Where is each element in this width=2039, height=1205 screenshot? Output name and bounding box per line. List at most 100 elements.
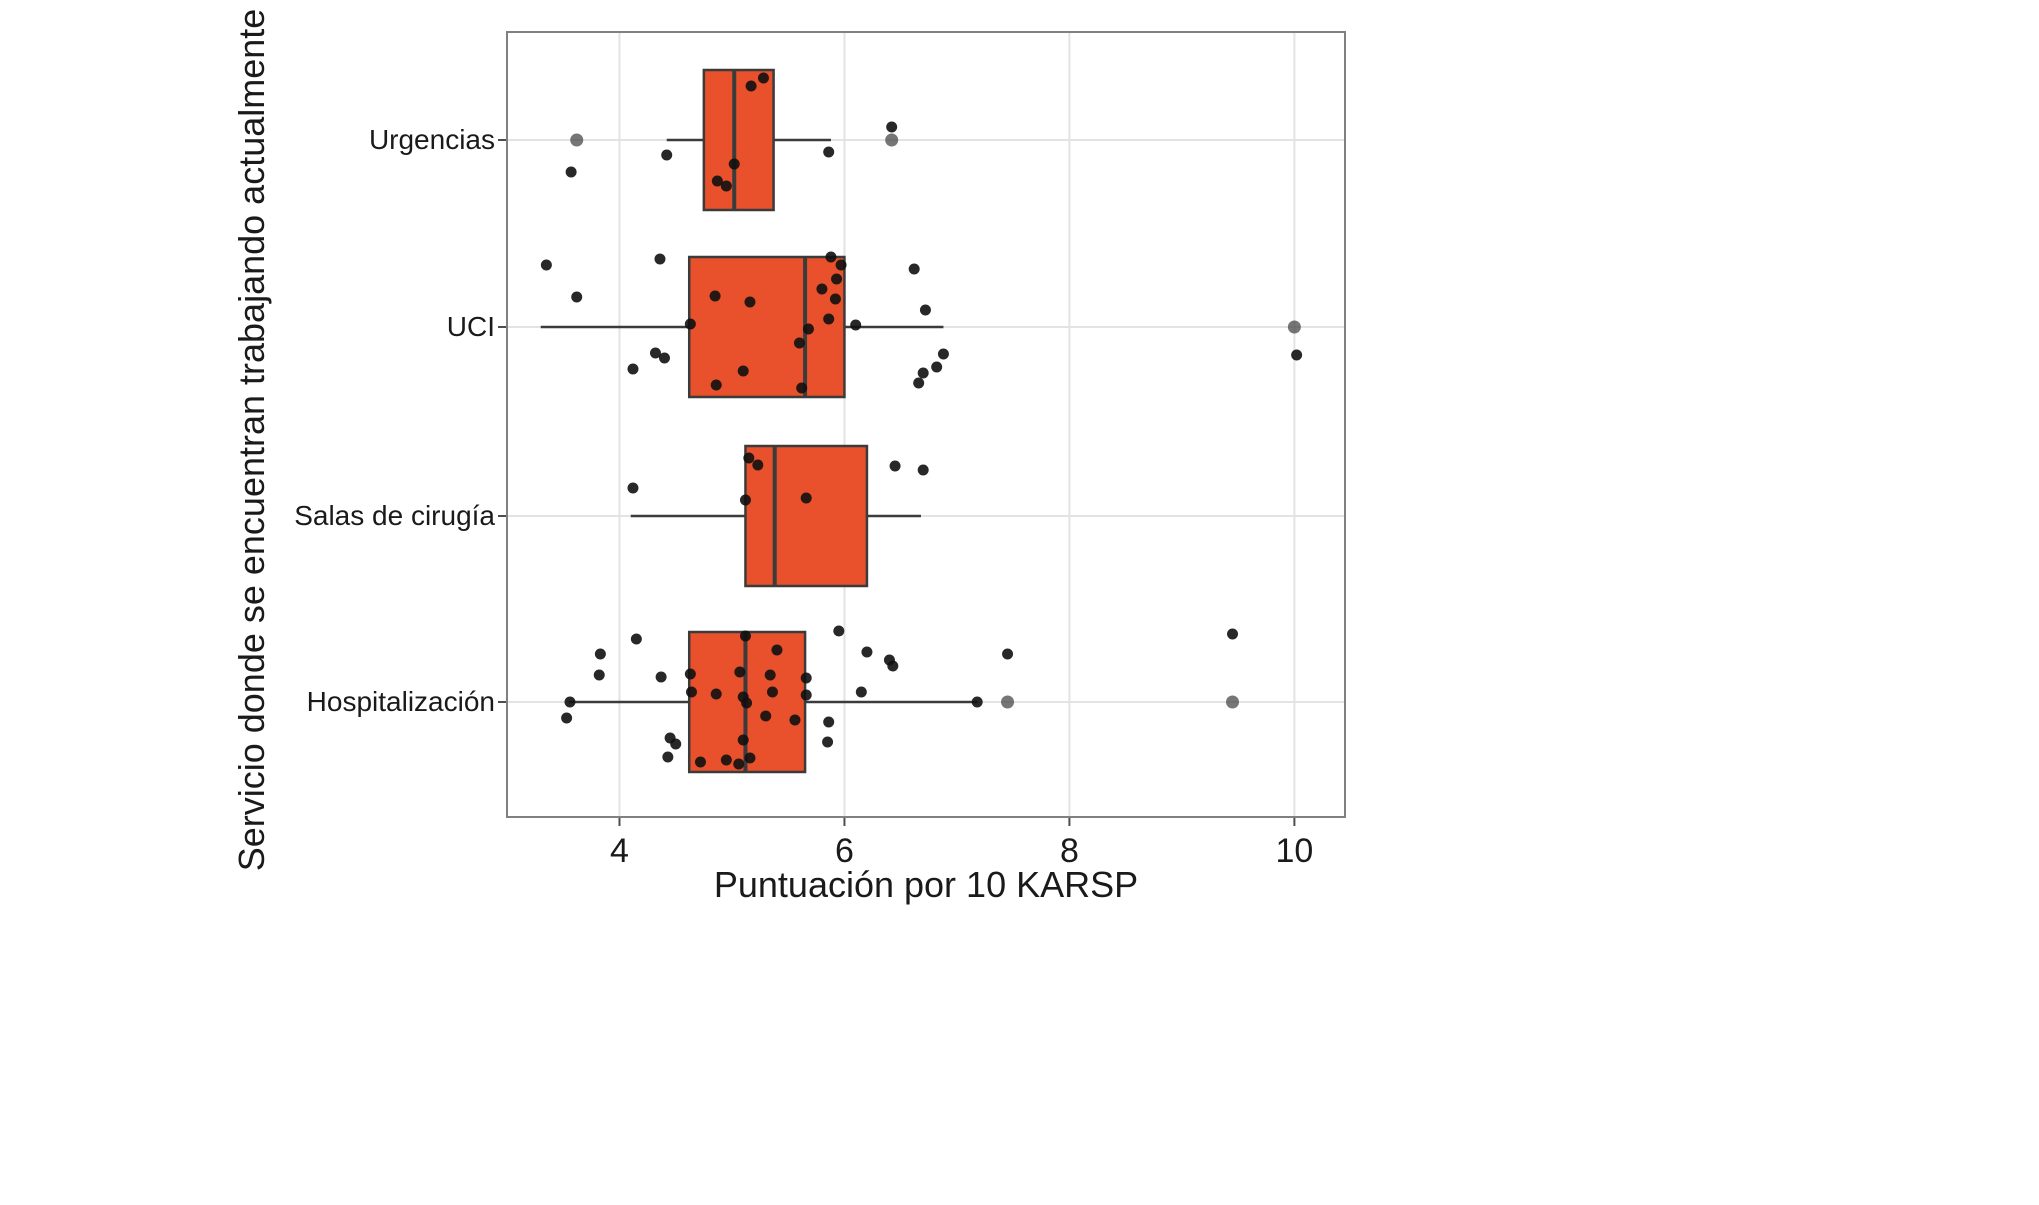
data-point bbox=[720, 754, 732, 766]
data-point bbox=[829, 293, 841, 305]
x-tick-label: 8 bbox=[1059, 832, 1079, 870]
data-point bbox=[889, 460, 901, 472]
data-point bbox=[649, 347, 661, 359]
data-point bbox=[661, 149, 673, 161]
data-point bbox=[743, 452, 755, 464]
data-point bbox=[710, 379, 722, 391]
panel-background bbox=[507, 32, 1345, 817]
data-point bbox=[771, 644, 783, 656]
y-tick-label: Urgencias bbox=[368, 124, 495, 155]
data-point bbox=[720, 180, 732, 192]
data-point bbox=[931, 361, 943, 373]
data-point bbox=[711, 175, 723, 187]
data-point bbox=[971, 696, 983, 708]
data-point bbox=[685, 686, 697, 698]
data-point bbox=[734, 666, 746, 678]
outlier-point bbox=[1287, 320, 1301, 334]
data-point bbox=[684, 318, 696, 330]
data-point bbox=[823, 313, 835, 325]
data-point bbox=[737, 734, 749, 746]
x-tick-label: 6 bbox=[834, 832, 854, 870]
panel-border bbox=[506, 31, 1346, 818]
data-point bbox=[1291, 349, 1303, 361]
data-point bbox=[800, 689, 812, 701]
data-point bbox=[654, 253, 666, 265]
data-point bbox=[835, 259, 847, 271]
data-point bbox=[737, 365, 749, 377]
data-point bbox=[816, 283, 828, 295]
outlier-point bbox=[1001, 695, 1015, 709]
y-tick-label: Hospitalización bbox=[306, 686, 495, 717]
data-point bbox=[937, 348, 949, 360]
data-point bbox=[917, 464, 929, 476]
data-point bbox=[710, 688, 722, 700]
data-point bbox=[796, 382, 808, 394]
data-point bbox=[594, 648, 606, 660]
data-point bbox=[831, 273, 843, 285]
data-point bbox=[670, 738, 682, 750]
data-point bbox=[739, 494, 751, 506]
data-point bbox=[744, 296, 756, 308]
box bbox=[687, 255, 846, 399]
x-tick-label: 4 bbox=[610, 832, 629, 870]
box bbox=[702, 68, 775, 212]
data-point bbox=[802, 323, 814, 335]
x-axis-title: Puntuación por 10 KARSP bbox=[713, 864, 1139, 905]
data-point bbox=[861, 646, 873, 658]
data-point bbox=[627, 482, 639, 494]
data-point bbox=[855, 686, 867, 698]
data-point bbox=[709, 290, 721, 302]
data-point bbox=[886, 121, 898, 133]
data-point bbox=[745, 80, 757, 92]
data-point bbox=[571, 291, 583, 303]
data-point bbox=[1227, 628, 1239, 640]
data-point bbox=[658, 352, 670, 364]
data-point bbox=[662, 751, 674, 763]
data-point bbox=[760, 710, 772, 722]
data-point bbox=[561, 712, 573, 724]
data-point bbox=[800, 672, 812, 684]
data-point bbox=[917, 367, 929, 379]
data-point bbox=[789, 714, 801, 726]
data-point bbox=[694, 756, 706, 768]
data-point bbox=[593, 669, 605, 681]
data-point bbox=[825, 251, 837, 263]
data-point bbox=[850, 319, 862, 331]
data-point bbox=[752, 459, 764, 471]
data-point bbox=[540, 259, 552, 271]
data-point bbox=[744, 752, 756, 764]
x-tick-label: 10 bbox=[1275, 832, 1314, 870]
outlier-point bbox=[570, 133, 584, 147]
data-point bbox=[565, 166, 577, 178]
box bbox=[744, 444, 869, 588]
data-point bbox=[913, 377, 925, 389]
data-point bbox=[764, 669, 776, 681]
data-point bbox=[627, 363, 639, 375]
data-point bbox=[630, 633, 642, 645]
data-point bbox=[728, 158, 740, 170]
data-point bbox=[919, 304, 931, 316]
data-point bbox=[822, 736, 834, 748]
data-point bbox=[766, 686, 778, 698]
data-point bbox=[793, 337, 805, 349]
data-point bbox=[800, 492, 812, 504]
data-point bbox=[741, 697, 753, 709]
data-point bbox=[757, 72, 769, 84]
data-point bbox=[684, 668, 696, 680]
data-point bbox=[564, 696, 576, 708]
data-point bbox=[823, 716, 835, 728]
outlier-point bbox=[885, 133, 899, 147]
y-tick-label: Salas de cirugía bbox=[294, 500, 495, 531]
data-point bbox=[833, 625, 845, 637]
data-point bbox=[908, 263, 920, 275]
data-point bbox=[823, 146, 835, 158]
data-point bbox=[887, 660, 899, 672]
data-point bbox=[655, 671, 667, 683]
outlier-point bbox=[1226, 695, 1240, 709]
data-point bbox=[739, 630, 751, 642]
data-point bbox=[1002, 648, 1014, 660]
y-tick-label: UCI bbox=[446, 311, 495, 342]
data-point bbox=[733, 758, 745, 770]
